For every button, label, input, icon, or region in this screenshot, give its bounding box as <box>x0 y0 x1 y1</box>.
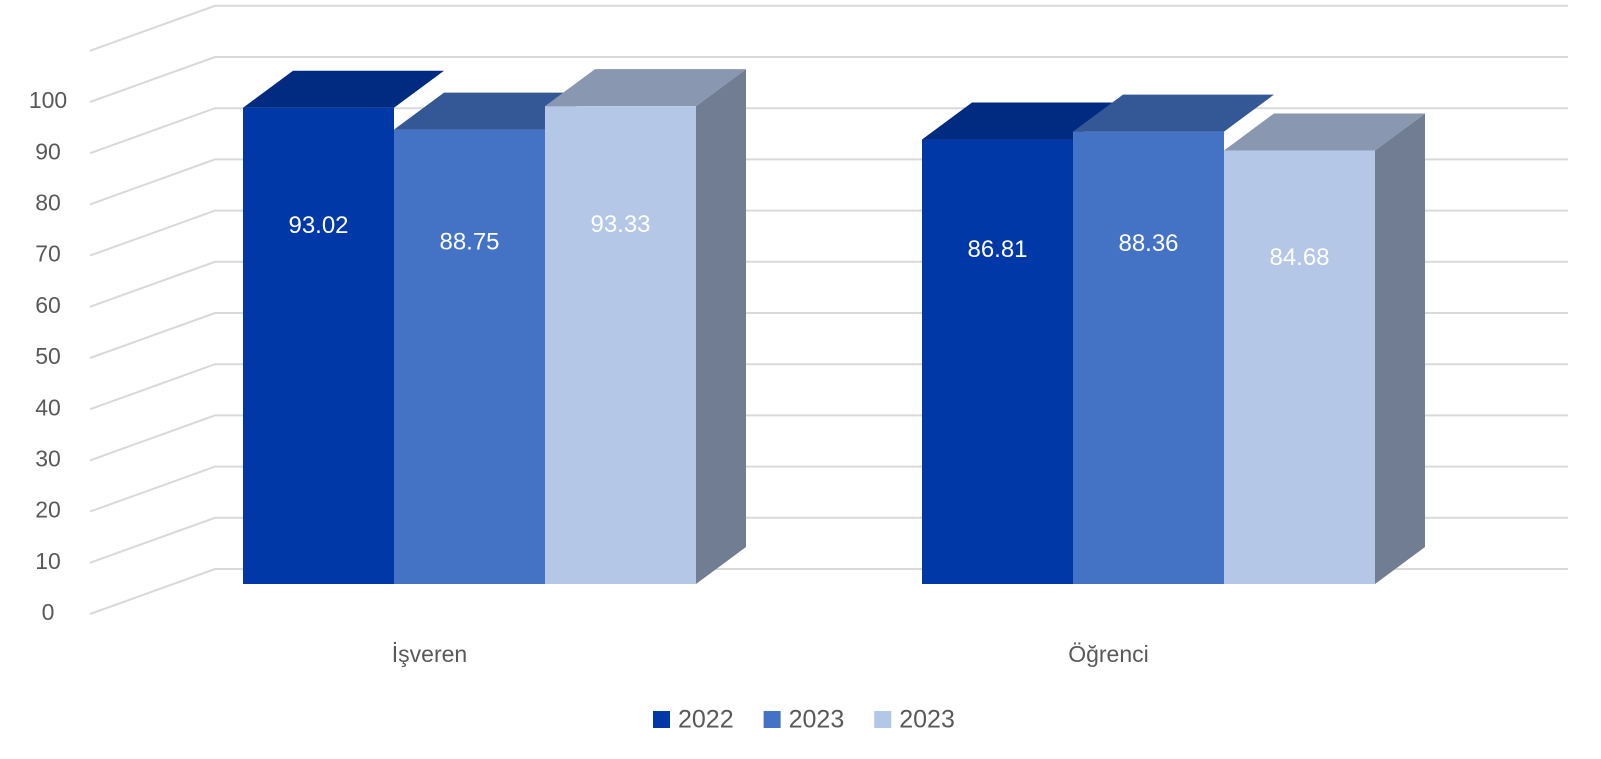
bar-side <box>696 69 746 585</box>
x-tick-label: İşveren <box>392 641 467 667</box>
bar <box>243 107 394 584</box>
bar-top <box>922 102 1123 140</box>
bar <box>394 129 545 584</box>
data-label: 84.68 <box>1269 244 1329 271</box>
grid-line <box>89 56 1568 103</box>
bar <box>1224 150 1375 584</box>
y-tick-label: 30 <box>35 445 61 471</box>
bar-top <box>545 69 746 107</box>
wall-edge <box>89 4 1568 52</box>
legend-swatch <box>763 711 781 728</box>
y-tick-label: 0 <box>42 599 55 625</box>
y-tick-label: 10 <box>35 548 61 574</box>
bar-top <box>243 70 444 108</box>
legend-label: 2023 <box>789 706 845 734</box>
bar <box>1073 131 1224 584</box>
y-tick-label: 90 <box>35 138 61 164</box>
y-tick-label: 60 <box>35 292 61 318</box>
legend-label: 2022 <box>678 706 734 734</box>
bar <box>922 139 1073 584</box>
data-label: 88.75 <box>439 229 499 256</box>
bar <box>545 106 696 585</box>
y-tick-label: 100 <box>29 87 67 113</box>
data-label: 86.81 <box>967 236 1027 263</box>
data-label: 88.36 <box>1118 230 1178 257</box>
y-tick-label: 70 <box>35 241 61 267</box>
y-tick-label: 80 <box>35 189 61 215</box>
legend-label: 2023 <box>899 706 955 734</box>
legend-swatch <box>874 711 892 728</box>
bar-top <box>394 92 595 130</box>
y-tick-label: 40 <box>35 394 61 420</box>
x-tick-label: Öğrenci <box>1068 641 1149 667</box>
y-tick-label: 50 <box>35 343 61 369</box>
bar-top <box>1073 94 1274 132</box>
bar-side <box>1375 113 1425 584</box>
bar-top <box>1224 113 1425 151</box>
data-label: 93.33 <box>590 211 650 238</box>
y-tick-label: 20 <box>35 497 61 523</box>
data-label: 93.02 <box>288 212 348 239</box>
legend-swatch <box>653 711 670 728</box>
